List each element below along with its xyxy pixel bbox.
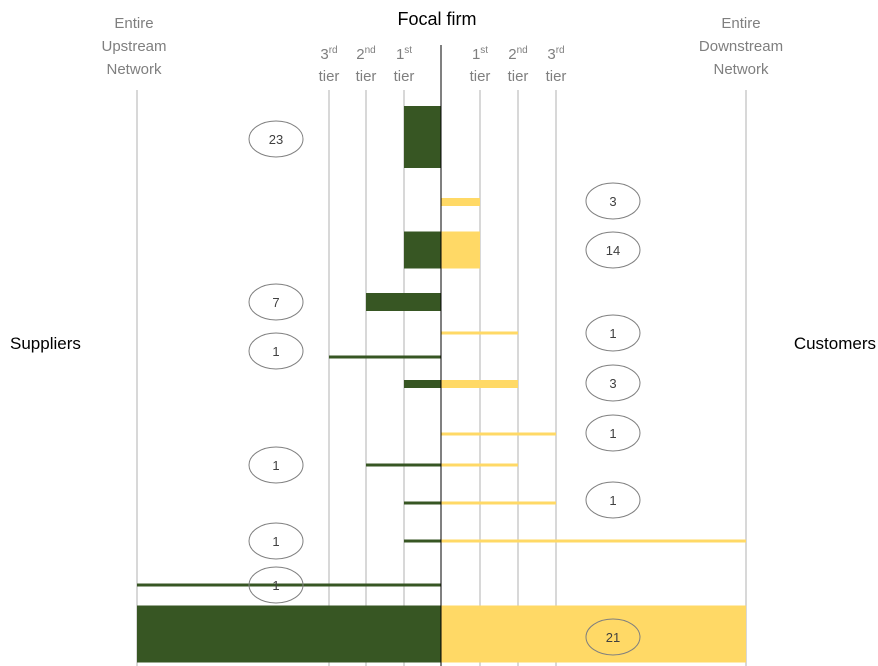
count-bubble-9	[248, 446, 304, 484]
network-bars	[137, 106, 746, 663]
count-bubble-4	[248, 283, 304, 321]
supplier-bar-4	[366, 293, 441, 311]
upstream-tier-label-2: 2nd	[356, 45, 375, 63]
count-bubble-5	[585, 314, 641, 352]
customer-bar-3	[441, 231, 480, 269]
suppliers-label: Suppliers	[10, 334, 81, 353]
upstream-tier-word-2: tier	[356, 68, 377, 85]
customer-bar-5	[441, 331, 518, 335]
supplier-bar-7	[404, 380, 441, 388]
diagram-title: Focal firm	[397, 9, 476, 29]
count-bubble-7	[585, 364, 641, 402]
count-bubble-11	[248, 522, 304, 560]
downstream-label-line2: Downstream	[699, 38, 783, 55]
count-bubble-8	[585, 414, 641, 452]
upstream-tier-word-1: tier	[319, 68, 340, 85]
supplier-bar-10	[404, 501, 441, 505]
tier-gridlines	[136, 90, 747, 666]
upstream-tier-label-1: 3rd	[320, 45, 337, 63]
count-label-9: 1	[272, 458, 279, 473]
customer-bar-9	[441, 463, 518, 467]
count-label-12: 1	[272, 578, 279, 593]
count-label-8: 1	[609, 426, 616, 441]
downstream-tier-label-3: 3rd	[547, 45, 564, 63]
count-label-7: 3	[609, 376, 616, 391]
count-bubble-3	[585, 231, 641, 269]
count-label-5: 1	[609, 326, 616, 341]
customers-label: Customers	[794, 334, 876, 353]
count-bubble-2	[585, 182, 641, 220]
count-label-6: 1	[272, 344, 279, 359]
count-label-4: 7	[272, 295, 279, 310]
supplier-bar-9	[366, 463, 441, 467]
upstream-label-line3: Network	[106, 61, 162, 78]
count-bubble-6	[248, 332, 304, 370]
count-label-3: 14	[606, 243, 620, 258]
supplier-bar-12	[137, 583, 441, 587]
supplier-bar-13	[137, 605, 441, 663]
count-bubble-13	[585, 618, 641, 656]
customer-bar-13	[441, 605, 746, 663]
downstream-tier-word-3: tier	[546, 68, 567, 85]
count-label-2: 3	[609, 194, 616, 209]
tier-labels: 3rd tier 2nd tier 1st tier 1st tier 2nd tier 3rd ti…	[319, 45, 567, 85]
downstream-tier-label-2: 2nd	[508, 45, 527, 63]
downstream-tier-word-1: tier	[470, 68, 491, 85]
supplier-bar-11	[404, 539, 441, 543]
customer-bar-11	[441, 539, 746, 543]
upstream-label-line1: Entire	[114, 15, 153, 32]
downstream-label-line3: Network	[713, 61, 769, 78]
upstream-label-line2: Upstream	[101, 38, 166, 55]
count-bubble-10	[585, 481, 641, 519]
supplier-bar-3	[404, 231, 441, 269]
downstream-tier-word-2: tier	[508, 68, 529, 85]
count-label-1: 23	[269, 132, 283, 147]
customer-bar-8	[441, 432, 556, 436]
customer-bar-10	[441, 501, 556, 505]
count-bubble-1	[248, 120, 304, 158]
upstream-tier-word-3: tier	[394, 68, 415, 85]
supplier-bar-1	[404, 106, 441, 168]
count-label-10: 1	[609, 493, 616, 508]
upstream-tier-label-3: 1st	[396, 45, 412, 63]
downstream-tier-label-1: 1st	[472, 45, 488, 63]
count-label-13: 21	[606, 630, 620, 645]
count-label-11: 1	[272, 534, 279, 549]
customer-bar-7	[441, 380, 518, 388]
count-bubble-12	[248, 566, 304, 604]
customer-bar-2	[441, 198, 480, 206]
supplier-bar-6	[329, 355, 441, 359]
downstream-label-line1: Entire	[721, 15, 760, 32]
